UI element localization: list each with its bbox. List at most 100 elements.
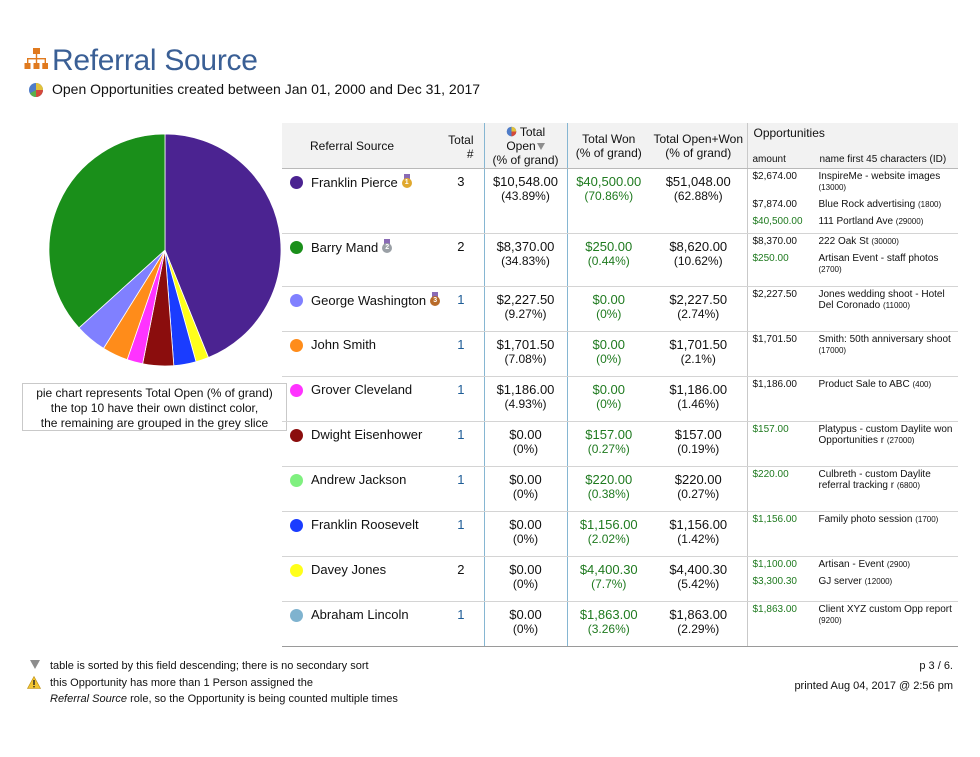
total-open-value: $0.00: [509, 561, 542, 577]
referral-source-name[interactable]: Grover Cleveland: [311, 381, 413, 397]
opportunity-amount: $1,863.00: [752, 603, 798, 615]
col-header-opps-amount: amount: [752, 154, 786, 165]
total-won-value: $220.00: [585, 471, 633, 487]
opportunity-item[interactable]: $1,186.00 Product Sale to ABC (400): [753, 379, 959, 390]
referral-source-name[interactable]: George Washington: [311, 292, 427, 308]
cell-total-open: $8,370.00 (34.83%): [483, 233, 568, 287]
referral-source-name[interactable]: Davey Jones: [311, 561, 387, 577]
cell-opportunities: $1,100.00 Artisan - Event (2900) $3,300.30…: [746, 556, 959, 602]
table-row[interactable]: George Washington 3 1 $2,227.50 (9.27%) $0.00…: [282, 286, 959, 332]
medal-icon: 2: [382, 238, 393, 253]
col-header-total-count[interactable]: Total #: [442, 123, 484, 169]
medal-rank: 1: [401, 177, 412, 188]
opportunity-item[interactable]: $8,370.00 222 Oak St (30000): [753, 236, 959, 247]
cell-total-count: 1: [442, 286, 484, 332]
total-open-won-value: $2,227.50: [669, 291, 728, 307]
referral-source-name[interactable]: Barry Mand: [311, 239, 379, 255]
cell-total-won: $1,156.00 (2.02%): [567, 511, 650, 557]
org-chart-icon: [24, 48, 48, 69]
total-count: 1: [457, 516, 465, 532]
opportunity-item[interactable]: $1,156.00 Family photo session (1700): [753, 514, 959, 525]
warning-icon: [27, 676, 41, 689]
opportunity-item[interactable]: $220.00 Culbreth - custom Daylite referra…: [753, 469, 959, 491]
table-row[interactable]: Barry Mand 2 2 $8,370.00 (34.83%) $250.00 (0.4…: [282, 233, 959, 287]
table-row[interactable]: Dwight Eisenhower 1 $0.00 (0%) $157.00 (0.27%…: [282, 421, 959, 467]
total-count: 1: [457, 426, 465, 442]
referral-source-name[interactable]: Franklin Roosevelt: [311, 516, 419, 532]
sort-descending-triangle-icon: [536, 143, 545, 150]
total-open-value: $10,548.00: [492, 173, 559, 189]
col-header-open-text-1: Total: [519, 125, 546, 139]
opportunity-name-wrap: Jones wedding shoot - Hotel Del Coronado…: [819, 289, 959, 311]
table-row[interactable]: Grover Cleveland 1 $1,186.00 (4.93%) $0.00 (0…: [282, 376, 959, 422]
series-color-dot: [290, 175, 303, 189]
col-header-total-open-won[interactable]: Total Open+Won (% of grand): [650, 123, 747, 169]
total-won-pct: (0.44%): [587, 253, 630, 268]
table-row[interactable]: Abraham Lincoln 1 $0.00 (0%) $1,863.00 (3.26%…: [282, 601, 959, 647]
total-won-pct: (3.26%): [587, 621, 630, 636]
total-open-value: $2,227.50: [496, 291, 555, 307]
total-open-won-pct: (10.62%): [673, 253, 723, 268]
pie-chart-icon: [506, 126, 517, 137]
col-header-referral-source[interactable]: Referral Source: [282, 123, 442, 169]
pie-chart: [48, 133, 282, 367]
col-header-opportunities[interactable]: Opportunities amount name first 45 chara…: [746, 123, 958, 169]
total-open-pct: (4.93%): [504, 396, 547, 411]
opportunity-name: Jones wedding shoot - Hotel Del Coronado: [818, 288, 945, 311]
referral-source-name[interactable]: Andrew Jackson: [311, 471, 407, 487]
table-row[interactable]: Franklin Roosevelt 1 $0.00 (0%) $1,156.00 (2.…: [282, 511, 959, 557]
opportunity-name-wrap: Blue Rock advertising (1800): [819, 199, 959, 210]
opportunity-name-wrap: Family photo session (1700): [819, 514, 959, 525]
opportunity-name-wrap: Artisan - Event (2900): [819, 559, 959, 570]
table-row[interactable]: Andrew Jackson 1 $0.00 (0%) $220.00 (0.38%) $2…: [282, 466, 959, 512]
opportunity-item[interactable]: $2,674.00 InspireMe - website images (130…: [753, 171, 959, 193]
cell-opportunities: $1,863.00 Client XYZ custom Opp report (9…: [746, 601, 959, 647]
opportunity-amount: $250.00: [752, 252, 789, 264]
medal-icon: 1: [401, 173, 412, 188]
opportunity-item[interactable]: $7,874.00 Blue Rock advertising (1800): [753, 199, 959, 210]
table-row[interactable]: Franklin Pierce 1 3 $10,548.00 (43.89%) $40,5…: [282, 168, 959, 234]
col-header-total-open[interactable]: Total Open (% of grand): [483, 123, 568, 169]
cell-total-won: $40,500.00 (70.86%): [567, 168, 650, 234]
total-open-pct: (34.83%): [501, 253, 550, 268]
referral-source-name[interactable]: Dwight Eisenhower: [311, 426, 423, 442]
series-color-dot: [290, 293, 303, 307]
opportunity-item[interactable]: $157.00 Platypus - custom Daylite won Opp…: [753, 424, 959, 446]
total-open-won-value: $51,048.00: [665, 173, 731, 189]
opportunity-id: (2900): [886, 559, 910, 569]
table-row[interactable]: John Smith 1 $1,701.50 (7.08%) $0.00 (0%) $1,7…: [282, 331, 959, 377]
total-open-won-pct: (1.42%): [677, 531, 720, 546]
series-color-dot: [290, 473, 303, 487]
opportunity-id: (1800): [918, 199, 942, 209]
series-color-dot: [290, 383, 303, 397]
referral-source-name[interactable]: John Smith: [311, 336, 377, 352]
referral-source-table: Referral Source Total # Total Open (% of…: [282, 123, 958, 647]
opportunity-item[interactable]: $1,863.00 Client XYZ custom Opp report (9…: [753, 604, 959, 626]
col-header-opps-name: name first 45 characters (ID): [819, 154, 947, 165]
opportunity-item[interactable]: $2,227.50 Jones wedding shoot - Hotel Del…: [753, 289, 959, 311]
table-row[interactable]: Davey Jones 2 $0.00 (0%) $4,400.30 (7.7%) $4,4…: [282, 556, 959, 602]
opportunity-item[interactable]: $3,300.30 GJ server (12000): [753, 576, 959, 587]
total-count: 1: [457, 471, 465, 487]
opportunity-name-wrap: Product Sale to ABC (400): [819, 379, 959, 390]
pie-chart-note: pie chart represents Total Open (% of gr…: [22, 383, 287, 431]
col-header-total-won[interactable]: Total Won (% of grand): [567, 123, 650, 169]
opportunity-item[interactable]: $1,701.50 Smith: 50th anniversary shoot (…: [753, 334, 959, 356]
cell-total-open: $0.00 (0%): [483, 556, 568, 602]
referral-source-wrap: Franklin Roosevelt: [311, 517, 419, 532]
referral-source-name[interactable]: Franklin Pierce: [311, 174, 398, 190]
opportunity-item[interactable]: $40,500.00 111 Portland Ave (29000): [753, 216, 959, 227]
opportunity-item[interactable]: $1,100.00 Artisan - Event (2900): [753, 559, 959, 570]
opportunity-item[interactable]: $250.00 Artisan Event - staff photos (270…: [753, 253, 959, 275]
cell-total-open: $1,701.50 (7.08%): [483, 331, 568, 377]
total-won-value: $0.00: [592, 336, 626, 352]
pie-note-line-1: pie chart represents Total Open (% of gr…: [36, 386, 273, 400]
series-color-dot: [290, 240, 303, 254]
total-open-won-value: $4,400.30: [669, 561, 728, 577]
referral-source-name[interactable]: Abraham Lincoln: [311, 606, 409, 622]
opportunity-name-wrap: Client XYZ custom Opp report (9200): [819, 604, 959, 626]
total-open-won-value: $1,701.50: [669, 336, 728, 352]
total-open-value: $1,701.50: [496, 336, 555, 352]
total-won-value: $1,863.00: [579, 606, 638, 622]
referral-source-wrap: Andrew Jackson: [311, 472, 406, 487]
